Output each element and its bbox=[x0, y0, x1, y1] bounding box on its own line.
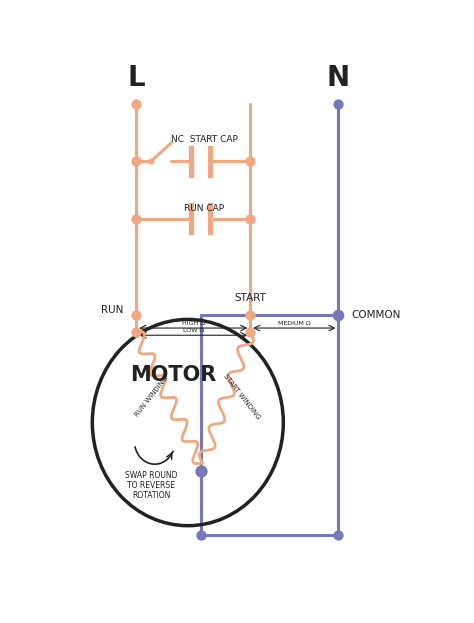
Point bbox=[335, 310, 342, 320]
Text: LOW Ω: LOW Ω bbox=[183, 328, 204, 333]
Point bbox=[246, 156, 254, 166]
Text: HIGH Ω: HIGH Ω bbox=[182, 321, 205, 326]
Point bbox=[133, 98, 140, 108]
Point bbox=[133, 214, 140, 224]
Point bbox=[133, 327, 140, 337]
Text: START: START bbox=[234, 293, 266, 303]
Point bbox=[246, 327, 254, 337]
Point bbox=[246, 310, 254, 320]
Text: COMMON: COMMON bbox=[351, 310, 401, 320]
Text: SWAP ROUND
TO REVERSE
ROTATION: SWAP ROUND TO REVERSE ROTATION bbox=[125, 470, 177, 500]
Text: RUN CAP: RUN CAP bbox=[184, 204, 224, 213]
Point bbox=[246, 214, 254, 224]
Point bbox=[197, 530, 204, 540]
Text: N: N bbox=[327, 64, 350, 92]
Point bbox=[147, 156, 155, 166]
Text: MOTOR: MOTOR bbox=[130, 364, 216, 384]
Point bbox=[335, 530, 342, 540]
Text: MEDIUM Ω: MEDIUM Ω bbox=[278, 321, 310, 326]
Point bbox=[197, 465, 204, 475]
Text: RUN WINDING: RUN WINDING bbox=[135, 375, 170, 417]
Point bbox=[335, 98, 342, 108]
Text: L: L bbox=[128, 64, 145, 92]
Text: START WINDING: START WINDING bbox=[222, 373, 262, 420]
Point bbox=[197, 465, 204, 475]
Point bbox=[133, 156, 140, 166]
Text: RUN: RUN bbox=[101, 305, 124, 315]
Text: NC  START CAP: NC START CAP bbox=[171, 135, 238, 145]
Point bbox=[133, 310, 140, 320]
